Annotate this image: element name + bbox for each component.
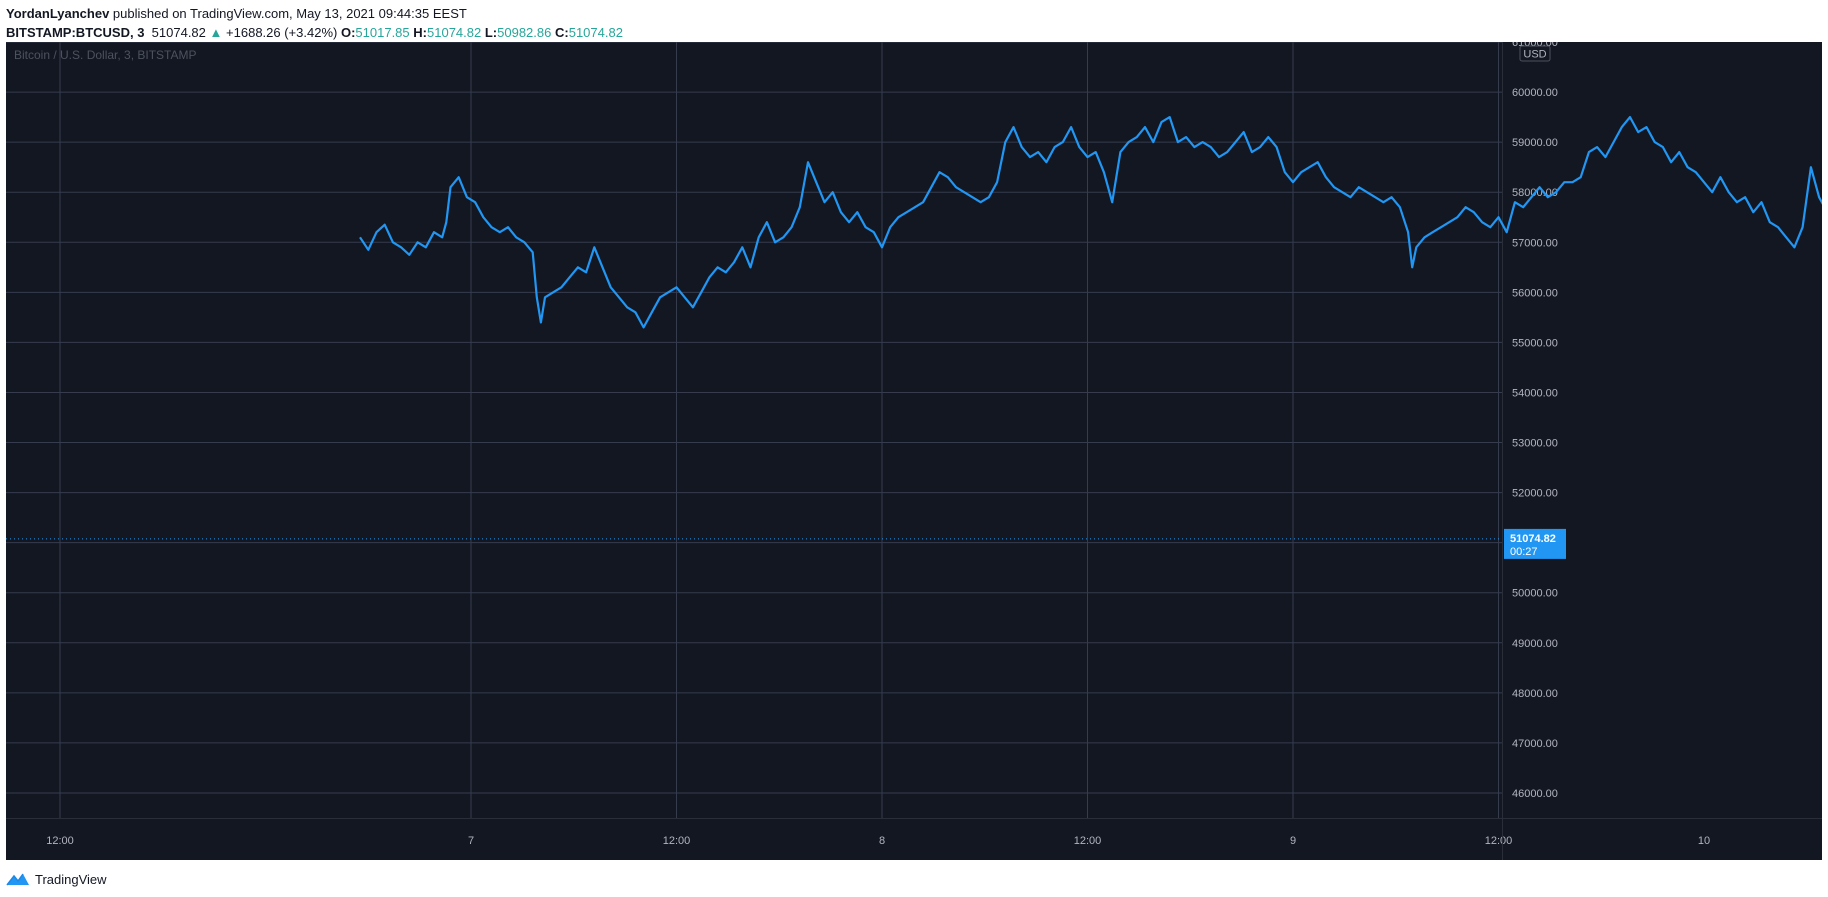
chart-panel[interactable]: 46000.00 47000.00 48000.00 49000.00 50000.00…: [6, 42, 1822, 860]
price-chart[interactable]: 46000.00 47000.00 48000.00 49000.00 50000.00…: [6, 42, 1822, 860]
y-tick-label: 57000.00: [1512, 237, 1558, 249]
x-tick-label: 12:00: [46, 835, 74, 847]
chart-title: Bitcoin / U.S. Dollar, 3, BITSTAMP: [14, 48, 197, 62]
close-value: 51074.82: [568, 25, 623, 40]
high-label: H:: [413, 25, 427, 40]
chart-header: YordanLyanchev published on TradingView.…: [6, 4, 1822, 42]
y-tick-label: 50000.00: [1512, 588, 1558, 600]
price-series-line: [359, 116, 1822, 329]
footer: TradingView: [6, 868, 107, 890]
countdown-label: 00:27: [1510, 546, 1538, 558]
symbol-label: BITSTAMP:BTCUSD, 3: [6, 25, 145, 40]
y-tick-label: 52000.00: [1512, 488, 1558, 500]
chart-background: [6, 42, 1822, 860]
low-value: 50982.86: [497, 25, 552, 40]
last-price-badge: [1504, 528, 1566, 559]
x-tick-label: 7: [468, 835, 474, 847]
high-value: 51074.82: [427, 25, 482, 40]
author-name[interactable]: YordanLyanchev: [6, 6, 110, 21]
x-tick-label: 12:00: [663, 835, 691, 847]
x-tick-label: 10: [1698, 835, 1710, 847]
y-tick-label: 54000.00: [1512, 387, 1558, 399]
y-tick-label: 49000.00: [1512, 638, 1558, 650]
y-tick-label: 46000.00: [1512, 788, 1558, 800]
y-tick-label: 48000.00: [1512, 688, 1558, 700]
publish-line: YordanLyanchev published on TradingView.…: [6, 6, 467, 21]
currency-tag: [1519, 45, 1551, 62]
y-tick-label: 59000.00: [1512, 137, 1558, 149]
tradingview-brand[interactable]: TradingView: [35, 871, 107, 887]
open-value: 51017.85: [355, 25, 410, 40]
x-tick-label: 12:00: [1485, 835, 1513, 847]
last-price-label: 51074.82: [1510, 533, 1556, 545]
x-tick-label: 9: [1290, 835, 1296, 847]
low-label: L:: [484, 25, 498, 40]
price-change: +1688.26 (+3.42%): [226, 25, 338, 40]
y-tick-label: 55000.00: [1512, 337, 1558, 349]
y-tick-label: 56000.00: [1512, 287, 1558, 299]
x-tick-label: 8: [879, 835, 885, 847]
y-tick-label: 47000.00: [1512, 738, 1558, 750]
open-label: O:: [340, 25, 356, 40]
close-label: C:: [555, 25, 569, 40]
x-tick-label: 12:00: [1074, 835, 1102, 847]
y-tick-label: 53000.00: [1512, 438, 1558, 450]
currency-label: USD: [1523, 49, 1546, 61]
tradingview-logo-icon[interactable]: [6, 872, 30, 886]
published-info: published on TradingView.com, May 13, 20…: [109, 6, 467, 21]
quote-line: BITSTAMP:BTCUSD, 3 51074.82 ▲ +1688.26 (…: [6, 25, 623, 40]
last-price: 51074.82: [151, 25, 206, 40]
y-tick-label: 60000.00: [1512, 87, 1558, 99]
up-arrow-icon: ▲: [209, 25, 223, 40]
